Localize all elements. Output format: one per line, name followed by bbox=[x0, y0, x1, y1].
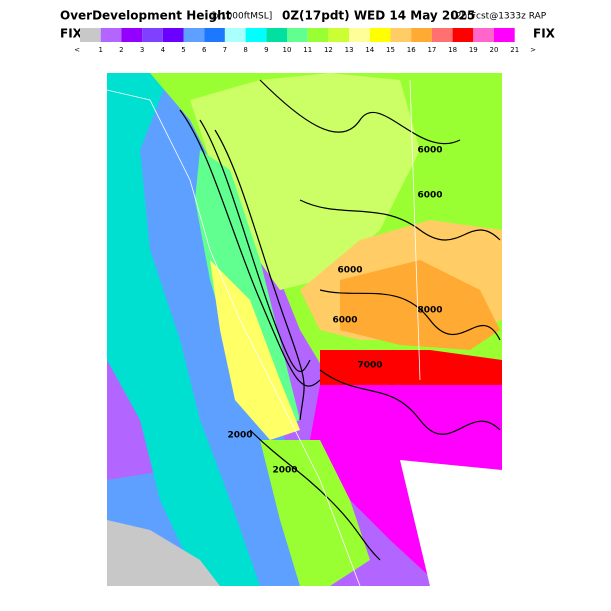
legend-swatch bbox=[266, 28, 287, 42]
contour-label: 6000 bbox=[332, 316, 357, 326]
boundary bbox=[409, 79, 421, 381]
legend-label: 6 bbox=[202, 46, 207, 54]
region bbox=[400, 460, 502, 586]
legend-swatch bbox=[328, 28, 350, 42]
legend-fix-left: FIX bbox=[60, 27, 83, 41]
legend-swatch bbox=[369, 28, 391, 42]
legend-swatch bbox=[142, 28, 163, 42]
legend-swatch bbox=[245, 28, 267, 42]
region bbox=[260, 440, 370, 586]
legend-swatch bbox=[121, 28, 143, 42]
legend: <1 2 3 4 5 6 7 8 9 10 11 12 13 14 15 16 17 18 19 20 21 > bbox=[74, 28, 536, 54]
contour-label: 2000 bbox=[272, 466, 297, 476]
contour bbox=[199, 119, 311, 373]
contour-label: 6000 bbox=[337, 266, 362, 276]
legend-swatch bbox=[224, 28, 246, 42]
valid-time: 0Z(17pdt) WED 14 May 2025 bbox=[282, 9, 475, 23]
legend-label: 11 bbox=[303, 46, 312, 54]
title: OverDevelopment Height bbox=[60, 9, 232, 23]
header: OverDevelopment Height [x1000ftMSL] 0Z(1… bbox=[60, 9, 556, 41]
region bbox=[107, 520, 220, 586]
legend-label: 19 bbox=[469, 46, 478, 54]
legend-label: 15 bbox=[386, 46, 395, 54]
legend-swatch bbox=[473, 28, 494, 42]
contour-label: 8000 bbox=[417, 306, 442, 316]
legend-label: 21 bbox=[510, 46, 519, 54]
contour bbox=[214, 129, 305, 421]
contour bbox=[249, 429, 381, 561]
legend-label: 2 bbox=[119, 46, 123, 54]
contour-label: 6000 bbox=[417, 191, 442, 201]
legend-swatch bbox=[287, 28, 308, 42]
legend-label: 14 bbox=[365, 46, 374, 54]
legend-label: 20 bbox=[490, 46, 499, 54]
legend-label: 10 bbox=[283, 46, 292, 54]
contour-label: 6000 bbox=[417, 146, 442, 156]
legend-swatch bbox=[100, 28, 122, 42]
region bbox=[195, 150, 300, 430]
legend-label: 5 bbox=[181, 46, 185, 54]
contour-label: 7000 bbox=[357, 361, 382, 371]
legend-label: 4 bbox=[161, 46, 166, 54]
legend-label: 12 bbox=[324, 46, 333, 54]
legend-label: 9 bbox=[264, 46, 268, 54]
legend-swatch bbox=[390, 28, 412, 42]
forecast: 12hrFcst@1333z RAP bbox=[450, 12, 547, 22]
legend-swatch bbox=[80, 28, 101, 42]
legend-label: 7 bbox=[223, 46, 227, 54]
legend-label: < bbox=[74, 46, 80, 54]
legend-swatch bbox=[431, 28, 453, 42]
legend-label: 17 bbox=[427, 46, 436, 54]
legend-swatch bbox=[452, 28, 474, 42]
contour-label: 2000 bbox=[227, 431, 252, 441]
contour bbox=[259, 79, 461, 145]
map bbox=[106, 73, 502, 587]
legend-label: 13 bbox=[345, 46, 354, 54]
legend-label: 3 bbox=[140, 46, 144, 54]
legend-swatch bbox=[411, 28, 432, 42]
contour bbox=[179, 109, 321, 387]
contour bbox=[319, 369, 501, 435]
legend-fix-right: FIX bbox=[533, 27, 556, 41]
contour bbox=[319, 289, 501, 341]
legend-swatch bbox=[162, 28, 184, 42]
region bbox=[107, 73, 260, 586]
region bbox=[340, 260, 500, 350]
contour bbox=[299, 199, 501, 241]
legend-swatch bbox=[307, 28, 329, 42]
legend-label: 18 bbox=[448, 46, 457, 54]
legend-label: 16 bbox=[407, 46, 416, 54]
legend-label: > bbox=[530, 46, 536, 54]
region bbox=[320, 350, 502, 390]
units: [x1000ftMSL] bbox=[212, 12, 272, 22]
legend-swatch bbox=[204, 28, 225, 42]
contour-labels: 6000 6000 6000 8000 6000 7000 2000 2000 bbox=[227, 146, 442, 476]
legend-label: 1 bbox=[98, 46, 102, 54]
boundary bbox=[106, 89, 361, 587]
legend-swatch bbox=[349, 28, 370, 42]
legend-label: 8 bbox=[243, 46, 247, 54]
legend-swatch bbox=[183, 28, 205, 42]
legend-swatch bbox=[494, 28, 515, 42]
